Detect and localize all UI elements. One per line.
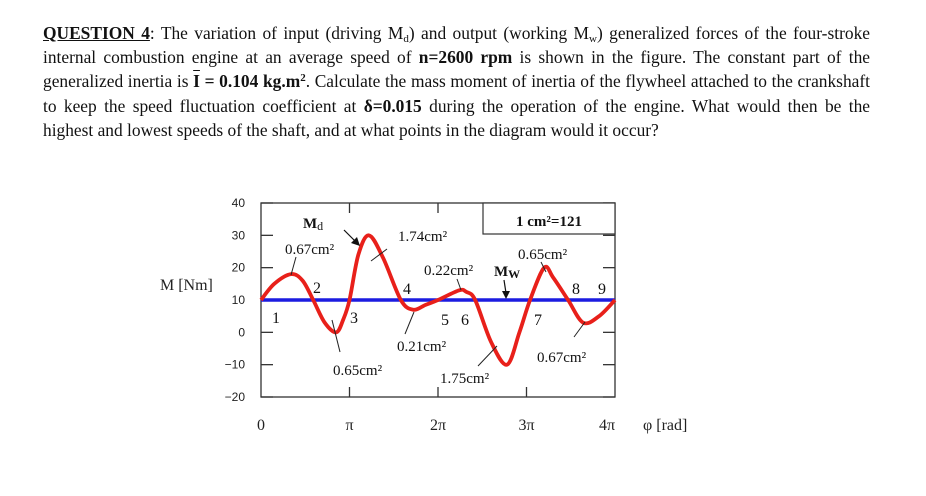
Md-arrowhead xyxy=(351,237,360,246)
x-tick-label: 0 xyxy=(257,417,265,434)
point-label-6: 6 xyxy=(461,312,469,329)
area-annotation: 0.21cm² xyxy=(397,339,447,355)
area-leader-line xyxy=(404,311,415,335)
question-fragment: during the operation of the engine. What… xyxy=(43,95,870,140)
point-label-1: 1 xyxy=(272,310,280,327)
question-fragment: . Calculate the mass moment of inertia o… xyxy=(43,71,870,116)
point-label-3: 3 xyxy=(350,310,358,327)
question-fragment: d xyxy=(403,33,409,45)
series-label-Mw: MW xyxy=(494,264,520,281)
area-annotation: 1.74cm² xyxy=(398,229,448,245)
x-tick-label: 2π xyxy=(430,417,446,434)
y-tick-label: 0 xyxy=(238,325,245,339)
y-tick-label: −20 xyxy=(225,390,246,404)
x-tick-label: π xyxy=(345,417,353,434)
area-leader-line xyxy=(540,261,547,273)
area-leader-line xyxy=(331,319,341,353)
area-annotation: 1.75cm² xyxy=(440,371,490,387)
question-fragment: = 0.104 kg.m xyxy=(199,71,301,92)
y-tick-label: 10 xyxy=(232,293,246,307)
area-leader-line xyxy=(477,345,498,367)
x-axis-label: φ [rad] xyxy=(643,417,687,434)
series-line-driving-Md xyxy=(259,233,617,367)
series-label-Md-sub: d xyxy=(317,219,323,233)
question-fragment: w xyxy=(589,33,597,45)
area-annotation: 0.67cm² xyxy=(537,350,587,366)
question-text: QUESTION 4: The variation of input (driv… xyxy=(43,21,870,142)
area-leader-line xyxy=(370,248,388,262)
question-fragment: δ=0.015 xyxy=(363,95,422,116)
question-fragment: ) generalized forces of the four-stroke … xyxy=(43,23,870,68)
question-fragment: I xyxy=(193,71,200,92)
area-annotation: 0.22cm² xyxy=(424,263,474,279)
area-annotation: 0.65cm² xyxy=(518,247,568,263)
y-tick-label: −10 xyxy=(225,358,246,372)
point-label-9: 9 xyxy=(598,281,606,298)
scale-box xyxy=(482,202,616,235)
point-label-7: 7 xyxy=(534,312,542,329)
point-label-8: 8 xyxy=(572,281,580,298)
area-annotation: 0.65cm² xyxy=(333,363,383,379)
question-fragment: ) and output (working M xyxy=(408,23,589,43)
series-label-Md: Md xyxy=(303,216,323,233)
y-tick-label: 40 xyxy=(232,196,246,210)
question-fragment: : The variation of input (driving M xyxy=(149,23,404,43)
Mw-arrow xyxy=(503,279,507,294)
area-leader-line xyxy=(290,256,297,276)
chart-annotations: 1 cm²=121 Md MW 1 2 3 4 5 6 7 8 9 0.67cm² 0.65cm² 1.74… xyxy=(272,202,616,387)
area-annotation: 0.67cm² xyxy=(285,242,335,258)
question-fragment: 2 xyxy=(300,72,306,85)
question-title: QUESTION 4 xyxy=(43,23,150,43)
point-label-5: 5 xyxy=(441,312,449,329)
question-fragment: is shown in the figure. The constant par… xyxy=(43,47,870,92)
x-tick-label: 3π xyxy=(518,417,534,434)
y-axis-label: M [Nm] xyxy=(160,277,213,294)
scale-box-label: 1 cm²=121 xyxy=(516,214,582,230)
point-label-2: 2 xyxy=(313,280,321,297)
y-tick-label: 30 xyxy=(232,228,246,242)
Mw-arrowhead xyxy=(502,291,510,299)
y-tick-label: 20 xyxy=(232,261,246,275)
chart-series xyxy=(259,233,617,367)
question-fragment: n=2600 rpm xyxy=(418,47,513,68)
x-tick-label: 4π xyxy=(599,417,615,434)
area-leader-line xyxy=(456,278,462,291)
series-label-Mw-sub: W xyxy=(508,267,520,281)
point-label-4: 4 xyxy=(403,281,411,298)
area-leader-line xyxy=(573,321,586,338)
